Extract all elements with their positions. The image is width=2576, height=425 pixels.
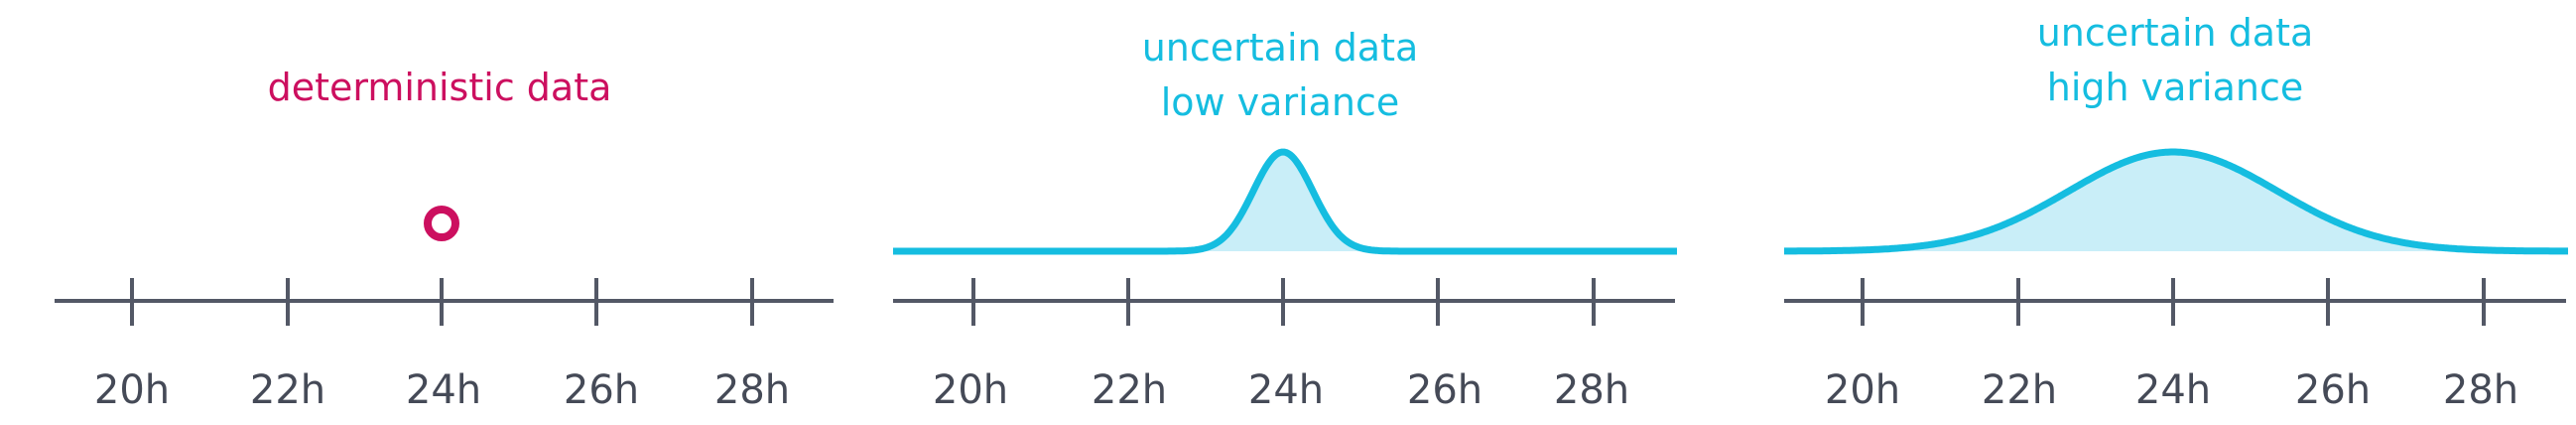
tick-label-1-28h: 28h	[714, 367, 790, 413]
panel-high-variance: uncertain data high variance 20h 22h 24h…	[1782, 11, 2570, 413]
tick-label-1-20h: 20h	[94, 367, 170, 413]
tick-label-3-20h: 20h	[1825, 367, 1900, 413]
panel-low-variance-title-line-1: uncertain data	[1142, 26, 1419, 70]
tick-label-3-26h: 26h	[2295, 367, 2371, 413]
high-variance-curve	[1782, 148, 2570, 255]
panel-deterministic-title: deterministic data	[268, 66, 612, 109]
panel-deterministic: deterministic data 20h 22h 24h 26h 28h	[55, 66, 834, 413]
tick-label-2-20h: 20h	[933, 367, 1008, 413]
tick-label-2-28h: 28h	[1554, 367, 1629, 413]
tick-label-1-22h: 22h	[250, 367, 325, 413]
tick-label-1-26h: 26h	[564, 367, 639, 413]
low-variance-curve	[891, 148, 1679, 255]
high-variance-area	[1784, 152, 2568, 251]
tick-label-1-24h: 24h	[406, 367, 481, 413]
tick-label-3-28h: 28h	[2443, 367, 2518, 413]
panel-low-variance: uncertain data low variance 20h 22h 24h …	[891, 26, 1679, 413]
panel-high-variance-title-line-1: uncertain data	[2037, 11, 2314, 55]
deterministic-point	[424, 206, 459, 241]
panel-high-variance-title-line-2: high variance	[2047, 66, 2304, 109]
low-variance-area	[893, 152, 1677, 251]
tick-label-2-26h: 26h	[1407, 367, 1482, 413]
tick-label-2-24h: 24h	[1248, 367, 1324, 413]
tick-label-3-24h: 24h	[2135, 367, 2211, 413]
panel-low-variance-title-line-2: low variance	[1161, 80, 1400, 124]
tick-label-2-22h: 22h	[1092, 367, 1167, 413]
tick-label-3-22h: 22h	[1982, 367, 2057, 413]
